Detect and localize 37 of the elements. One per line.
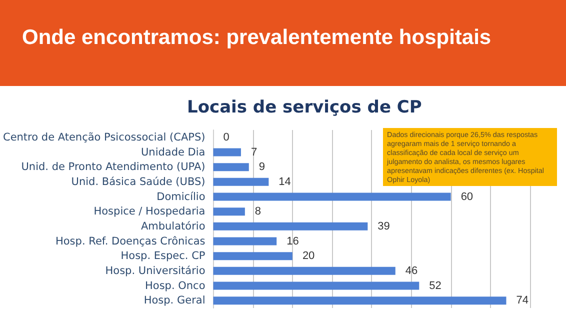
data-label: 9 [258, 161, 266, 174]
y-tick-label: Hosp. Espec. CP [120, 250, 206, 262]
data-label: 60 [460, 190, 474, 203]
y-tick-label: Ambulatório [140, 220, 206, 232]
bar [213, 296, 506, 305]
bar [213, 252, 292, 260]
bar [213, 266, 396, 275]
y-tick-label: Hosp. Universitário [105, 264, 206, 277]
data-label: 46 [405, 264, 418, 277]
bar [213, 237, 277, 246]
data-label: 16 [286, 235, 299, 248]
chart-subtitle: Locais de serviços de CP [187, 98, 422, 118]
bar [213, 208, 245, 216]
data-label: 0 [223, 131, 230, 144]
bar [213, 192, 451, 201]
y-tick-label: Hospice / Hospedaria [94, 206, 206, 218]
y-tick-label: Hosp. Ref. Doenças Crônicas [55, 235, 206, 248]
data-label: 14 [278, 176, 291, 188]
data-label: 8 [254, 206, 262, 218]
data-label: 20 [302, 250, 315, 262]
data-label: 7 [250, 146, 258, 158]
bar [213, 282, 420, 290]
data-label: 52 [429, 280, 442, 292]
bar [213, 178, 269, 186]
y-tick-label: Unidade Dia [140, 146, 206, 158]
y-tick-label: Centro de Atenção Psicossocial (CAPS) [2, 131, 206, 144]
bar [213, 222, 368, 230]
y-tick-label: Unid. Básica Saúde (UBS) [71, 176, 206, 188]
y-tick-label: Hosp. Geral [144, 294, 206, 307]
y-tick-label: Unid. de Pronto Atendimento (UPA) [21, 161, 206, 174]
chart-title: Onde encontramos: prevalentemente hospitais [22, 26, 492, 50]
data-label: 74 [516, 294, 528, 307]
y-tick-label: Hosp. Onco [145, 280, 206, 292]
bar [213, 148, 241, 156]
bar [213, 163, 249, 172]
data-label: 39 [378, 220, 390, 232]
y-tick-label: Domicílio [156, 190, 206, 203]
